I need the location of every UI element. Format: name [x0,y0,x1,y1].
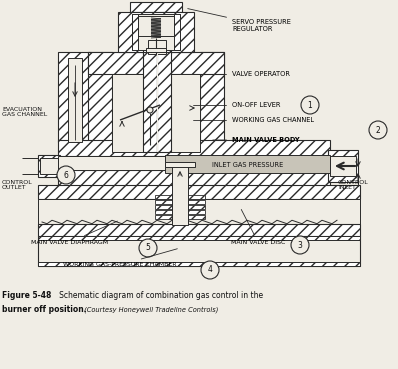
Bar [130,2,182,12]
Text: VALVE OPERATOR: VALVE OPERATOR [203,71,290,77]
Bar [157,52,158,152]
Bar [155,195,205,199]
Bar [155,210,205,214]
Text: (Courtesy Honeywell Tradeline Controls): (Courtesy Honeywell Tradeline Controls) [82,307,219,313]
Text: EVACUATION
GAS CHANNEL: EVACUATION GAS CHANNEL [2,107,47,117]
Bar [138,16,174,36]
Bar [328,150,358,182]
Text: MAIN VALVE DIAPHRAGM: MAIN VALVE DIAPHRAGM [31,221,117,245]
Bar [148,40,166,54]
Text: CONTROL
OUTLET: CONTROL OUTLET [2,180,33,190]
Circle shape [291,236,309,254]
Bar [143,40,171,54]
Text: 1: 1 [308,100,312,110]
Text: 3: 3 [298,241,302,249]
Text: Figure 5-48: Figure 5-48 [2,292,51,300]
Bar [174,14,180,50]
Bar [146,48,166,52]
Bar [200,52,224,152]
Bar [38,185,360,199]
Bar [155,215,205,219]
Text: WORKING GAS-PRESSURE CHAMBER: WORKING GAS-PRESSURE CHAMBER [63,249,178,268]
Bar [40,158,58,174]
Circle shape [301,96,319,114]
Text: burner off position.: burner off position. [2,306,87,314]
Text: 5: 5 [146,244,150,252]
Bar [88,52,224,74]
Bar [38,236,360,240]
Bar [132,14,138,50]
Text: 4: 4 [208,266,213,275]
Bar [38,155,60,177]
Text: 6: 6 [64,170,68,179]
Circle shape [147,107,153,113]
Bar [38,199,360,225]
Bar [155,200,205,204]
Bar [38,262,360,266]
Bar [165,162,195,167]
Bar [330,156,356,176]
Bar [157,52,171,152]
Bar [58,170,330,186]
Bar [112,74,200,152]
Text: CONTROL
INLET: CONTROL INLET [338,180,369,190]
Bar [68,58,82,142]
Bar [58,140,330,156]
Bar [143,52,157,152]
Bar [88,52,112,152]
Circle shape [57,166,75,184]
Bar [165,155,330,173]
Bar [132,14,180,50]
Text: SERVO PRESSURE
REGULATOR: SERVO PRESSURE REGULATOR [188,8,291,31]
Text: WORKING GAS CHANNEL: WORKING GAS CHANNEL [193,117,314,123]
Text: INLET GAS PRESSURE: INLET GAS PRESSURE [213,162,284,168]
Bar [118,12,194,52]
Bar [58,52,90,142]
Bar [155,205,205,209]
Text: 2: 2 [376,125,380,134]
Text: MAIN VALVE DISC: MAIN VALVE DISC [231,210,285,245]
Bar [38,224,360,236]
Text: MAIN VALVE BODY: MAIN VALVE BODY [213,137,300,143]
Circle shape [139,239,157,257]
Text: Schematic diagram of combination gas control in the: Schematic diagram of combination gas con… [52,292,263,300]
Bar [38,236,360,266]
Circle shape [369,121,387,139]
Text: ON-OFF LEVER: ON-OFF LEVER [193,102,281,108]
Bar [58,156,330,170]
Bar [172,165,188,225]
Circle shape [201,261,219,279]
